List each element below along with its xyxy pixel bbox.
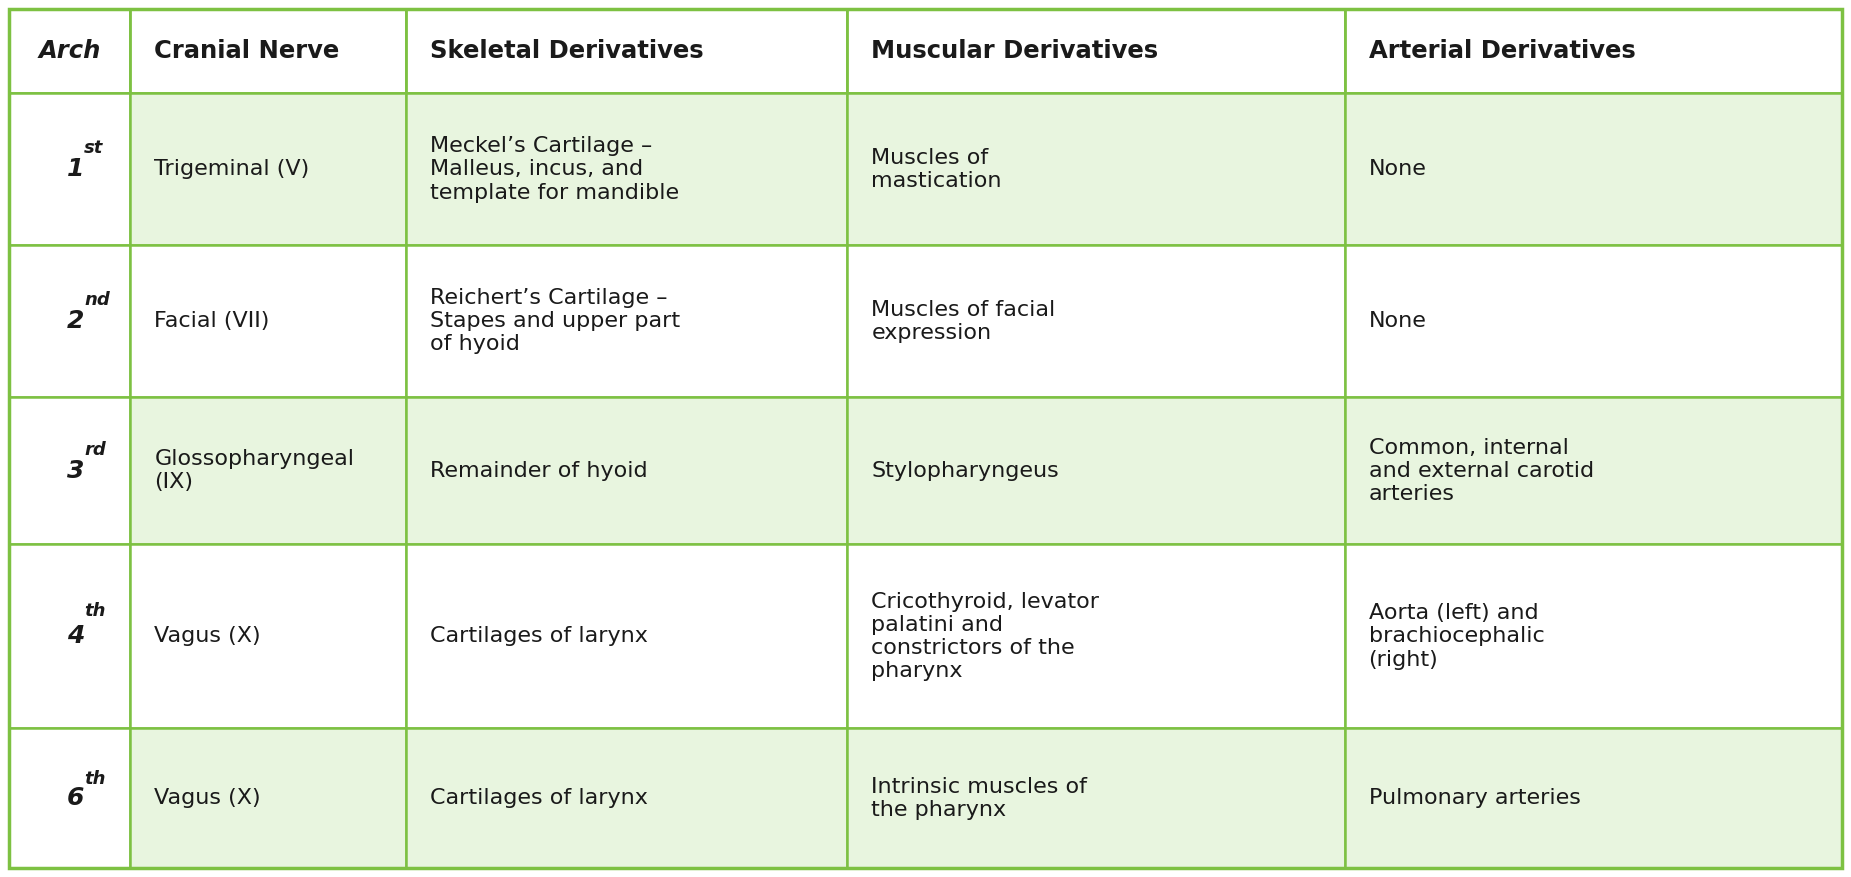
Bar [405, 545, 848, 729]
Text: th: th [85, 602, 106, 619]
Text: 2: 2 [67, 310, 85, 333]
Bar [130, 729, 405, 868]
Text: nd: nd [85, 291, 109, 309]
Bar [130, 9, 405, 94]
Text: 4: 4 [67, 624, 85, 648]
Text: None: None [1368, 311, 1427, 332]
Text: Glossopharyngeal
(IX): Glossopharyngeal (IX) [154, 449, 354, 492]
Bar [405, 94, 848, 246]
Text: Cranial Nerve: Cranial Nerve [154, 39, 339, 63]
Text: Trigeminal (V): Trigeminal (V) [154, 160, 309, 179]
Text: Muscles of
mastication: Muscles of mastication [872, 147, 1001, 191]
Bar [9, 729, 130, 868]
Text: Arch: Arch [39, 39, 102, 63]
Text: Pulmonary arteries: Pulmonary arteries [1368, 788, 1581, 809]
Text: 1: 1 [67, 157, 85, 182]
Bar [1344, 94, 1842, 246]
Bar [130, 246, 405, 397]
Text: Meckel’s Cartilage –
Malleus, incus, and
template for mandible: Meckel’s Cartilage – Malleus, incus, and… [429, 136, 679, 203]
Text: Reichert’s Cartilage –
Stapes and upper part
of hyoid: Reichert’s Cartilage – Stapes and upper … [429, 288, 679, 354]
Text: Skeletal Derivatives: Skeletal Derivatives [429, 39, 703, 63]
Bar [848, 729, 1344, 868]
Bar [1344, 397, 1842, 545]
Bar [1344, 729, 1842, 868]
Bar [405, 729, 848, 868]
Text: Muscles of facial
expression: Muscles of facial expression [872, 300, 1055, 343]
Text: Intrinsic muscles of
the pharynx: Intrinsic muscles of the pharynx [872, 777, 1087, 820]
Bar [9, 9, 130, 94]
Text: rd: rd [85, 441, 106, 459]
Text: th: th [85, 770, 106, 788]
Bar [405, 9, 848, 94]
Bar [848, 545, 1344, 729]
Bar [130, 545, 405, 729]
Text: Cartilages of larynx: Cartilages of larynx [429, 788, 648, 809]
Bar [1344, 545, 1842, 729]
Text: 3: 3 [67, 459, 85, 482]
Bar [848, 9, 1344, 94]
Text: Vagus (X): Vagus (X) [154, 788, 261, 809]
Bar [848, 94, 1344, 246]
Bar [9, 246, 130, 397]
Text: Facial (VII): Facial (VII) [154, 311, 270, 332]
Bar [848, 246, 1344, 397]
Bar [130, 397, 405, 545]
Text: Remainder of hyoid: Remainder of hyoid [429, 460, 648, 481]
Text: Common, internal
and external carotid
arteries: Common, internal and external carotid ar… [1368, 438, 1594, 504]
Bar [848, 397, 1344, 545]
Text: Arterial Derivatives: Arterial Derivatives [1368, 39, 1634, 63]
Bar [1344, 246, 1842, 397]
Text: Stylopharyngeus: Stylopharyngeus [872, 460, 1059, 481]
Bar [9, 397, 130, 545]
Text: st: st [85, 139, 104, 157]
Text: None: None [1368, 160, 1427, 179]
Bar [1344, 9, 1842, 94]
Bar [9, 94, 130, 246]
Text: Cricothyroid, levator
palatini and
constrictors of the
pharynx: Cricothyroid, levator palatini and const… [872, 592, 1099, 681]
Text: Cartilages of larynx: Cartilages of larynx [429, 626, 648, 646]
Bar [405, 246, 848, 397]
Text: Vagus (X): Vagus (X) [154, 626, 261, 646]
Text: Aorta (left) and
brachiocephalic
(right): Aorta (left) and brachiocephalic (right) [1368, 603, 1544, 669]
Text: Muscular Derivatives: Muscular Derivatives [872, 39, 1159, 63]
Bar [130, 94, 405, 246]
Bar [405, 397, 848, 545]
Bar [9, 545, 130, 729]
Text: 6: 6 [67, 787, 85, 810]
